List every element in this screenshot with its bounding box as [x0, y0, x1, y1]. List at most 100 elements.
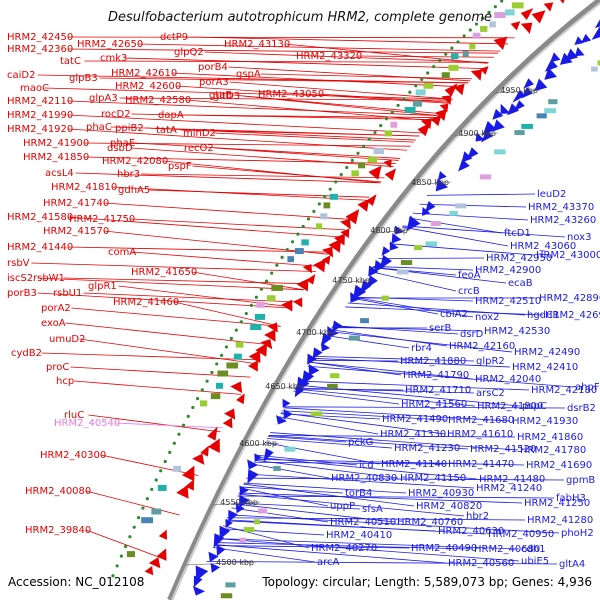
gc-dot	[350, 158, 354, 162]
feature-box	[284, 446, 296, 452]
forward-gene-label: porB4	[198, 62, 228, 73]
feature-box	[126, 551, 136, 558]
feature-box	[273, 465, 281, 471]
gc-dot	[124, 544, 128, 549]
feature-boxes	[126, 2, 600, 599]
reverse-gene-label: HRM2_41710	[405, 385, 471, 396]
reverse-connector	[378, 257, 485, 259]
ruler-tick	[374, 229, 411, 234]
forward-gene-label: gdhA5	[118, 185, 150, 196]
reverse-gene-arrow	[406, 215, 421, 231]
gc-dot	[462, 34, 466, 38]
reverse-gene-arrow	[320, 333, 332, 347]
feature-box	[489, 21, 496, 28]
forward-gene-arrow	[182, 465, 195, 482]
gc-dot	[456, 40, 460, 44]
ruler-tick	[339, 279, 373, 284]
feature-box	[505, 9, 515, 16]
reverse-gene-arrow	[438, 171, 447, 181]
reverse-connector	[215, 542, 473, 550]
feature-box	[301, 239, 309, 246]
forward-connector	[67, 128, 408, 151]
forward-gene-arrow	[368, 165, 382, 180]
reverse-gene-arrow	[228, 509, 238, 522]
reverse-connector	[408, 217, 503, 234]
forward-connector	[213, 132, 414, 143]
reverse-gene-arrow	[208, 551, 219, 563]
reverse-connector	[419, 203, 527, 208]
forward-connector	[85, 529, 161, 558]
forward-connector	[71, 307, 281, 327]
forward-gene-arrow	[321, 255, 331, 265]
reverse-gene-label: HRM2_40490	[411, 543, 477, 554]
reverse-connector	[282, 410, 447, 421]
reverse-gene-arrow	[210, 562, 221, 573]
forward-gene-arrow	[543, 2, 554, 12]
forward-gene-label: exoA	[41, 318, 66, 329]
highlight-gene-label: HRM2_40540	[54, 418, 120, 429]
forward-gene-label: HRM2_41920	[7, 124, 73, 135]
feature-box	[367, 156, 378, 163]
feature-box	[494, 149, 506, 155]
gc-dot	[159, 469, 163, 473]
reverse-connector	[225, 519, 487, 535]
forward-connector	[103, 202, 353, 220]
gc-dot	[373, 130, 377, 135]
reverse-connector	[243, 483, 415, 507]
reverse-gene-arrow	[263, 448, 274, 463]
ruler-tick	[185, 561, 257, 566]
forward-gene-label: HRM2_42580	[125, 95, 191, 106]
forward-connector	[131, 113, 434, 121]
forward-connector	[65, 322, 270, 346]
forward-connector	[192, 165, 382, 183]
gc-dot	[111, 574, 115, 578]
reverse-gene-arrow	[219, 525, 231, 540]
feature-box	[415, 89, 426, 96]
forward-gene-label: rocD2	[101, 109, 131, 120]
gc-dot	[186, 414, 190, 418]
reverse-gene-arrow	[534, 78, 548, 92]
forward-gene-label: glpB3	[69, 73, 98, 84]
forward-gene-arrow	[470, 69, 482, 81]
gc-dot	[219, 353, 224, 357]
feature-box	[215, 382, 224, 389]
reverse-gene-arrow	[591, 27, 600, 40]
reverse-gene-label: HRM2_43260	[530, 215, 596, 226]
reverse-gene-label: HRM2_42410	[512, 362, 578, 373]
ruler-label: 4950 kbp	[500, 86, 538, 95]
reverse-gene-label: HRM2_40950	[488, 529, 554, 540]
feature-box	[358, 162, 366, 169]
reverse-connector	[238, 492, 523, 504]
forward-gene-arrow	[306, 274, 316, 285]
forward-connector	[229, 81, 453, 100]
reverse-gene-label: HRM2_41250	[524, 498, 590, 509]
reverse-gene-arrow	[482, 120, 497, 136]
feature-box	[425, 241, 438, 247]
feature-box	[423, 82, 434, 89]
gc-dot	[444, 52, 448, 56]
reverse-gene-label: hbr2	[466, 511, 489, 522]
gc-dot	[244, 311, 248, 316]
reverse-gene-arrow	[312, 347, 323, 360]
reverse-connector	[372, 266, 474, 271]
reverse-connector	[256, 456, 478, 480]
reverse-gene-label: sfsA	[362, 504, 383, 515]
forward-gene-arrow	[340, 228, 350, 239]
forward-connector	[74, 380, 241, 395]
forward-connector	[180, 129, 420, 137]
forward-gene-label: hcp	[56, 376, 74, 387]
feature-box	[294, 248, 304, 255]
gc-dot	[259, 287, 264, 291]
reverse-gene-arrow	[395, 225, 404, 235]
feature-box	[544, 108, 557, 114]
forward-connector	[99, 77, 469, 84]
reverse-gene-arrow	[247, 469, 259, 484]
feature-box	[494, 12, 506, 19]
reverse-gene-label: icd	[359, 460, 374, 471]
forward-connector	[173, 301, 281, 327]
reverse-gene-label: glpR2	[476, 356, 505, 367]
gc-dot	[172, 441, 176, 445]
feature-box	[384, 130, 393, 137]
reverse-gene-arrow	[216, 545, 226, 556]
reverse-gene-arrow	[523, 78, 535, 89]
